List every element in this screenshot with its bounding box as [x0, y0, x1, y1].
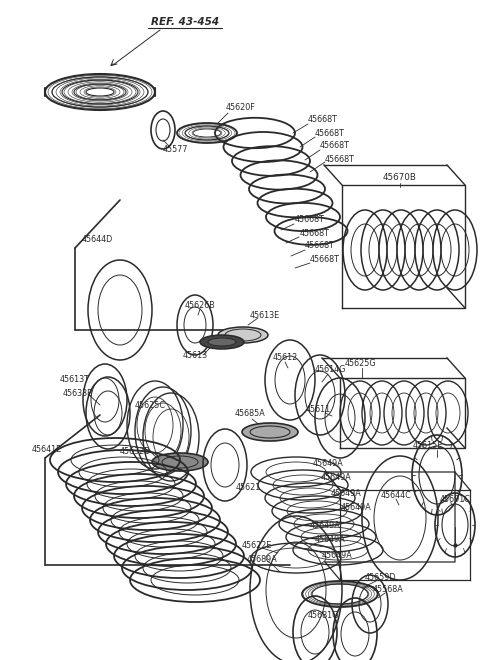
Text: 45668T: 45668T: [325, 154, 355, 164]
Text: 45613E: 45613E: [250, 310, 280, 319]
Text: 45613: 45613: [182, 350, 207, 360]
Text: 45681G: 45681G: [307, 612, 339, 620]
Text: 45668T: 45668T: [310, 255, 340, 263]
Text: 45613T: 45613T: [60, 376, 90, 385]
Text: 45670B: 45670B: [383, 174, 417, 183]
Ellipse shape: [208, 338, 236, 346]
Text: 45577: 45577: [162, 145, 188, 154]
Ellipse shape: [200, 335, 244, 349]
Text: 45691C: 45691C: [440, 496, 470, 504]
Text: 45621: 45621: [235, 482, 261, 492]
Text: REF. 43-454: REF. 43-454: [151, 17, 219, 27]
Text: 45649A: 45649A: [315, 535, 346, 544]
Text: 45649A: 45649A: [331, 488, 362, 498]
Text: 45668T: 45668T: [315, 129, 345, 137]
Text: 45689A: 45689A: [247, 556, 277, 564]
Text: 45626B: 45626B: [185, 300, 216, 310]
Text: 45620F: 45620F: [225, 104, 255, 112]
Ellipse shape: [152, 453, 208, 471]
Text: 45668T: 45668T: [308, 115, 338, 125]
Text: 45625G: 45625G: [344, 358, 376, 368]
Text: 45632B: 45632B: [120, 447, 150, 457]
Ellipse shape: [242, 423, 298, 441]
Text: 45644C: 45644C: [381, 490, 411, 500]
Text: 45568A: 45568A: [372, 585, 403, 595]
Text: 45685A: 45685A: [235, 409, 265, 418]
Text: 45659D: 45659D: [364, 574, 396, 583]
Text: 45668T: 45668T: [320, 141, 350, 150]
Ellipse shape: [218, 327, 268, 343]
Text: 45668T: 45668T: [305, 242, 335, 251]
Text: 45649A: 45649A: [310, 521, 341, 529]
Text: 45614G: 45614G: [314, 366, 346, 374]
Text: 45649A: 45649A: [341, 504, 372, 513]
Text: 45649A: 45649A: [313, 459, 344, 467]
Text: 45633B: 45633B: [63, 389, 94, 399]
Text: 45649A: 45649A: [322, 550, 353, 560]
Text: 45611: 45611: [305, 405, 331, 414]
Text: 45649A: 45649A: [321, 473, 352, 482]
Text: 45625C: 45625C: [134, 401, 166, 409]
Text: 45641E: 45641E: [32, 446, 62, 455]
Text: 45668T: 45668T: [300, 228, 330, 238]
Text: 45615E: 45615E: [413, 440, 443, 449]
Text: 45644D: 45644D: [82, 236, 113, 244]
Text: 45622E: 45622E: [242, 541, 272, 550]
Text: 45668T: 45668T: [295, 216, 325, 224]
Text: 45612: 45612: [272, 354, 298, 362]
